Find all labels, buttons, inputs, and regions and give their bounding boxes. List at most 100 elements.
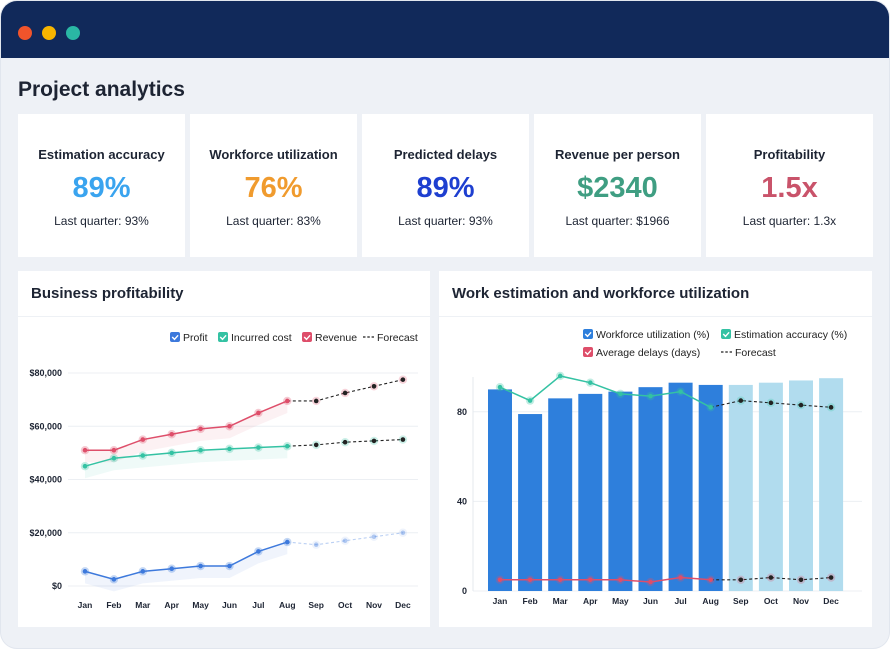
kpi-comparison: Last quarter: 1.3x [742,214,837,228]
data-point [768,575,774,580]
data-point [256,410,261,416]
kpi-card-profitability: Profitability 1.5x Last quarter: 1.3x [706,114,873,257]
bar [578,393,603,591]
legend-label: Average delays (days) [596,347,700,359]
x-tick-label: Jun [643,596,658,606]
data-point [82,569,88,574]
kpi-card-workforce-utilization: Workforce utilization 76% Last quarter: … [190,114,357,257]
data-point-halo [369,532,379,541]
maximize-window-button[interactable] [66,26,80,40]
bar [608,391,633,591]
checkbox-check-icon [722,331,730,338]
profitability-chart: $0 $20,000 $40,000 $60,000 $80,000 Jan Feb Mar A… [29,332,418,610]
data-point [140,437,146,442]
close-window-button[interactable] [18,26,32,40]
kpi-value: 76% [244,172,303,204]
data-point [140,569,146,574]
legend-swatch-workforce-utilization [583,329,593,339]
data-point [371,534,377,540]
data-point [828,575,834,580]
data-point [798,577,804,583]
legend-label: Profit [183,332,208,344]
x-tick-label: Mar [135,600,151,610]
data-point [111,455,117,461]
data-point [527,398,533,403]
bar [548,398,573,591]
checkbox-check-icon [219,334,227,341]
y-tick-label: 0 [462,586,467,596]
series-line [500,576,711,583]
data-point [198,426,203,432]
data-point [678,575,683,580]
data-point [497,577,503,583]
kpi-card-estimation-accuracy: Estimation accuracy 89% Last quarter: 93… [18,114,185,257]
data-point-halo [398,528,408,537]
x-tick-label: Oct [764,596,778,606]
bar [518,414,543,591]
data-point [313,442,319,448]
data-point [342,439,348,445]
data-point [400,530,406,536]
y-tick-label: $80,000 [29,368,62,378]
x-tick-label: Jan [493,596,508,606]
data-point [648,393,653,399]
legend-swatch-incurred-cost [218,332,228,342]
panel-business-profitability: Business profitability $0 $20,000 $40,000 $… [18,271,430,627]
y-tick-label: 80 [457,407,467,417]
kpi-label: Revenue per person [555,147,680,162]
data-point [227,423,232,429]
checkbox-check-icon [584,331,592,338]
x-tick-label: May [612,596,629,606]
workforce-chart: 0 40 80 Jan Feb Mar Apr May Jun Jul Aug Sep Oct Nov De… [457,329,862,606]
data-point [497,384,503,390]
data-point [798,402,804,408]
kpi-card-predicted-delays: Predicted delays 89% Last quarter: 93% [362,114,529,257]
bar [668,382,693,591]
x-tick-label: Jul [252,600,264,610]
series-forecast-line [710,577,832,581]
data-point [828,405,834,410]
bar [488,389,512,591]
data-point [227,563,232,569]
series-forecast-line [287,379,404,402]
data-point [313,398,319,404]
data-point [618,391,623,397]
legend-swatch-profit [170,332,180,342]
bar [728,384,753,591]
data-point [648,579,653,585]
legend-label: Revenue [315,332,357,344]
x-tick-label: Sep [733,596,749,606]
x-tick-label: Feb [523,596,538,606]
x-tick-label: Dec [823,596,839,606]
data-point [256,549,261,554]
kpi-label: Predicted delays [393,147,498,162]
kpi-comparison: Last quarter: 83% [226,214,321,228]
data-point [111,577,117,582]
series-line [84,541,288,581]
data-point [198,447,203,453]
y-tick-label: $40,000 [29,475,62,485]
series-band [85,446,288,479]
kpi-value: 1.5x [761,172,818,204]
legend-swatch-estimation-accuracy [721,329,731,339]
x-tick-label: Sep [308,600,324,610]
data-point [342,390,348,396]
kpi-label: Profitability [753,147,826,162]
legend-swatch-revenue [302,332,312,342]
kpi-comparison: Last quarter: 93% [54,214,149,228]
x-tick-label: Aug [702,596,719,606]
series-line [499,375,712,408]
data-point [678,389,683,394]
minimize-window-button[interactable] [42,26,56,40]
x-tick-label: Jun [222,600,237,610]
data-point [557,373,563,379]
page-title: Project analytics [18,78,185,101]
x-tick-label: Feb [106,600,121,610]
panel-title: Work estimation and workforce utilizatio… [439,271,872,317]
data-point [169,566,174,571]
data-point [371,438,377,444]
checkbox-check-icon [584,349,592,356]
kpi-label: Workforce utilization [209,147,338,162]
bar [758,382,783,591]
